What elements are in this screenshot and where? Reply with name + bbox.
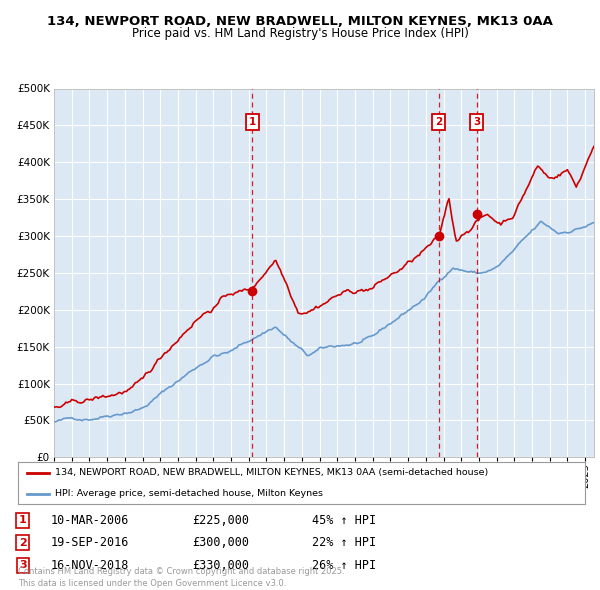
Text: 22% ↑ HPI: 22% ↑ HPI [312,536,376,549]
Text: Price paid vs. HM Land Registry's House Price Index (HPI): Price paid vs. HM Land Registry's House … [131,27,469,40]
Text: HPI: Average price, semi-detached house, Milton Keynes: HPI: Average price, semi-detached house,… [55,489,323,499]
Text: Contains HM Land Registry data © Crown copyright and database right 2025.
This d: Contains HM Land Registry data © Crown c… [18,568,344,588]
Text: £300,000: £300,000 [192,536,249,549]
Text: 1: 1 [248,117,256,127]
Text: 16-NOV-2018: 16-NOV-2018 [51,559,130,572]
Text: 1: 1 [19,516,26,525]
Text: 26% ↑ HPI: 26% ↑ HPI [312,559,376,572]
Text: 45% ↑ HPI: 45% ↑ HPI [312,514,376,527]
Text: £330,000: £330,000 [192,559,249,572]
Text: 3: 3 [473,117,481,127]
Text: 10-MAR-2006: 10-MAR-2006 [51,514,130,527]
Text: 19-SEP-2016: 19-SEP-2016 [51,536,130,549]
Text: 134, NEWPORT ROAD, NEW BRADWELL, MILTON KEYNES, MK13 0AA (semi-detached house): 134, NEWPORT ROAD, NEW BRADWELL, MILTON … [55,468,488,477]
Text: 2: 2 [435,117,442,127]
Text: 134, NEWPORT ROAD, NEW BRADWELL, MILTON KEYNES, MK13 0AA: 134, NEWPORT ROAD, NEW BRADWELL, MILTON … [47,15,553,28]
Text: 2: 2 [19,538,26,548]
Text: £225,000: £225,000 [192,514,249,527]
Text: 3: 3 [19,560,26,570]
